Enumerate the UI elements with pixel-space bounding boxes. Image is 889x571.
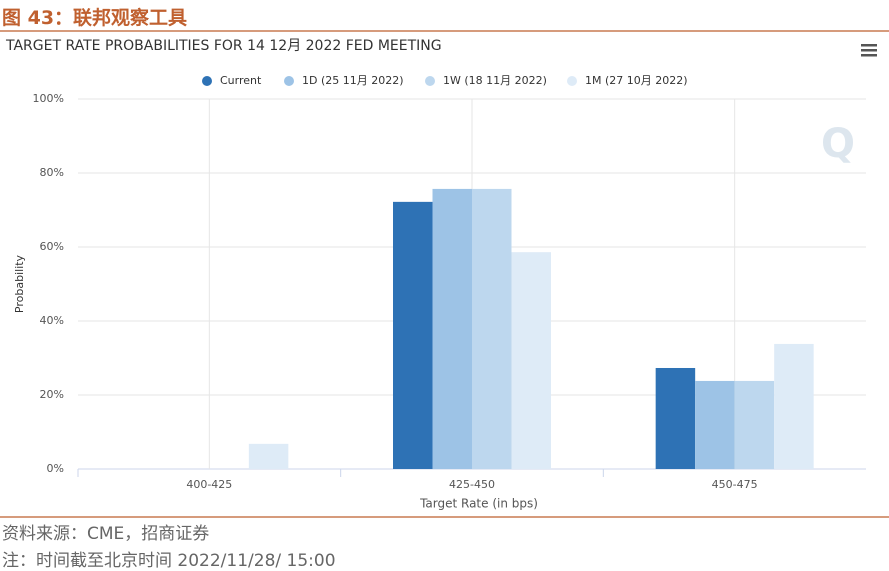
bar (734, 380, 775, 469)
bar (248, 443, 289, 469)
y-axis-label: Probability (13, 254, 26, 313)
bar (472, 188, 512, 469)
legend-label: 1W (18 11月 2022) (443, 74, 547, 87)
bar (511, 252, 551, 469)
legend-label: 1M (27 10月 2022) (585, 74, 688, 87)
chart-title: TARGET RATE PROBABILITIES FOR 14 12月 202… (5, 38, 442, 54)
legend-swatch (284, 76, 294, 86)
figure-label: 图 43：联邦观察工具 (2, 7, 188, 29)
bar (774, 343, 814, 469)
source: 资料来源：CME，招商证券 (2, 524, 210, 544)
bar (695, 380, 735, 469)
y-tick-label: 100% (33, 92, 64, 105)
y-tick-label: 0% (47, 462, 64, 475)
x-tick-label: 425-450 (449, 478, 495, 491)
legend-label: 1D (25 11月 2022) (302, 74, 404, 87)
y-tick-label: 20% (40, 388, 64, 401)
note: 注：时间截至北京时间 2022/11/28/ 15:00 (2, 551, 336, 571)
legend-swatch (567, 76, 577, 86)
legend-swatch (202, 76, 212, 86)
watermark: Q (821, 121, 855, 167)
menu-icon[interactable] (861, 44, 877, 57)
y-tick-label: 60% (40, 240, 64, 253)
y-tick-label: 80% (40, 166, 64, 179)
legend-swatch (425, 76, 435, 86)
legend-label: Current (220, 74, 262, 87)
x-axis-label: Target Rate (in bps) (419, 497, 538, 511)
x-tick-label: 450-475 (712, 478, 758, 491)
bar (655, 367, 696, 469)
bar (393, 201, 433, 470)
y-tick-label: 40% (40, 314, 64, 327)
chart: TARGET RATE PROBABILITIES FOR 14 12月 202… (0, 30, 889, 518)
bar (432, 188, 472, 469)
x-tick-label: 400-425 (186, 478, 232, 491)
